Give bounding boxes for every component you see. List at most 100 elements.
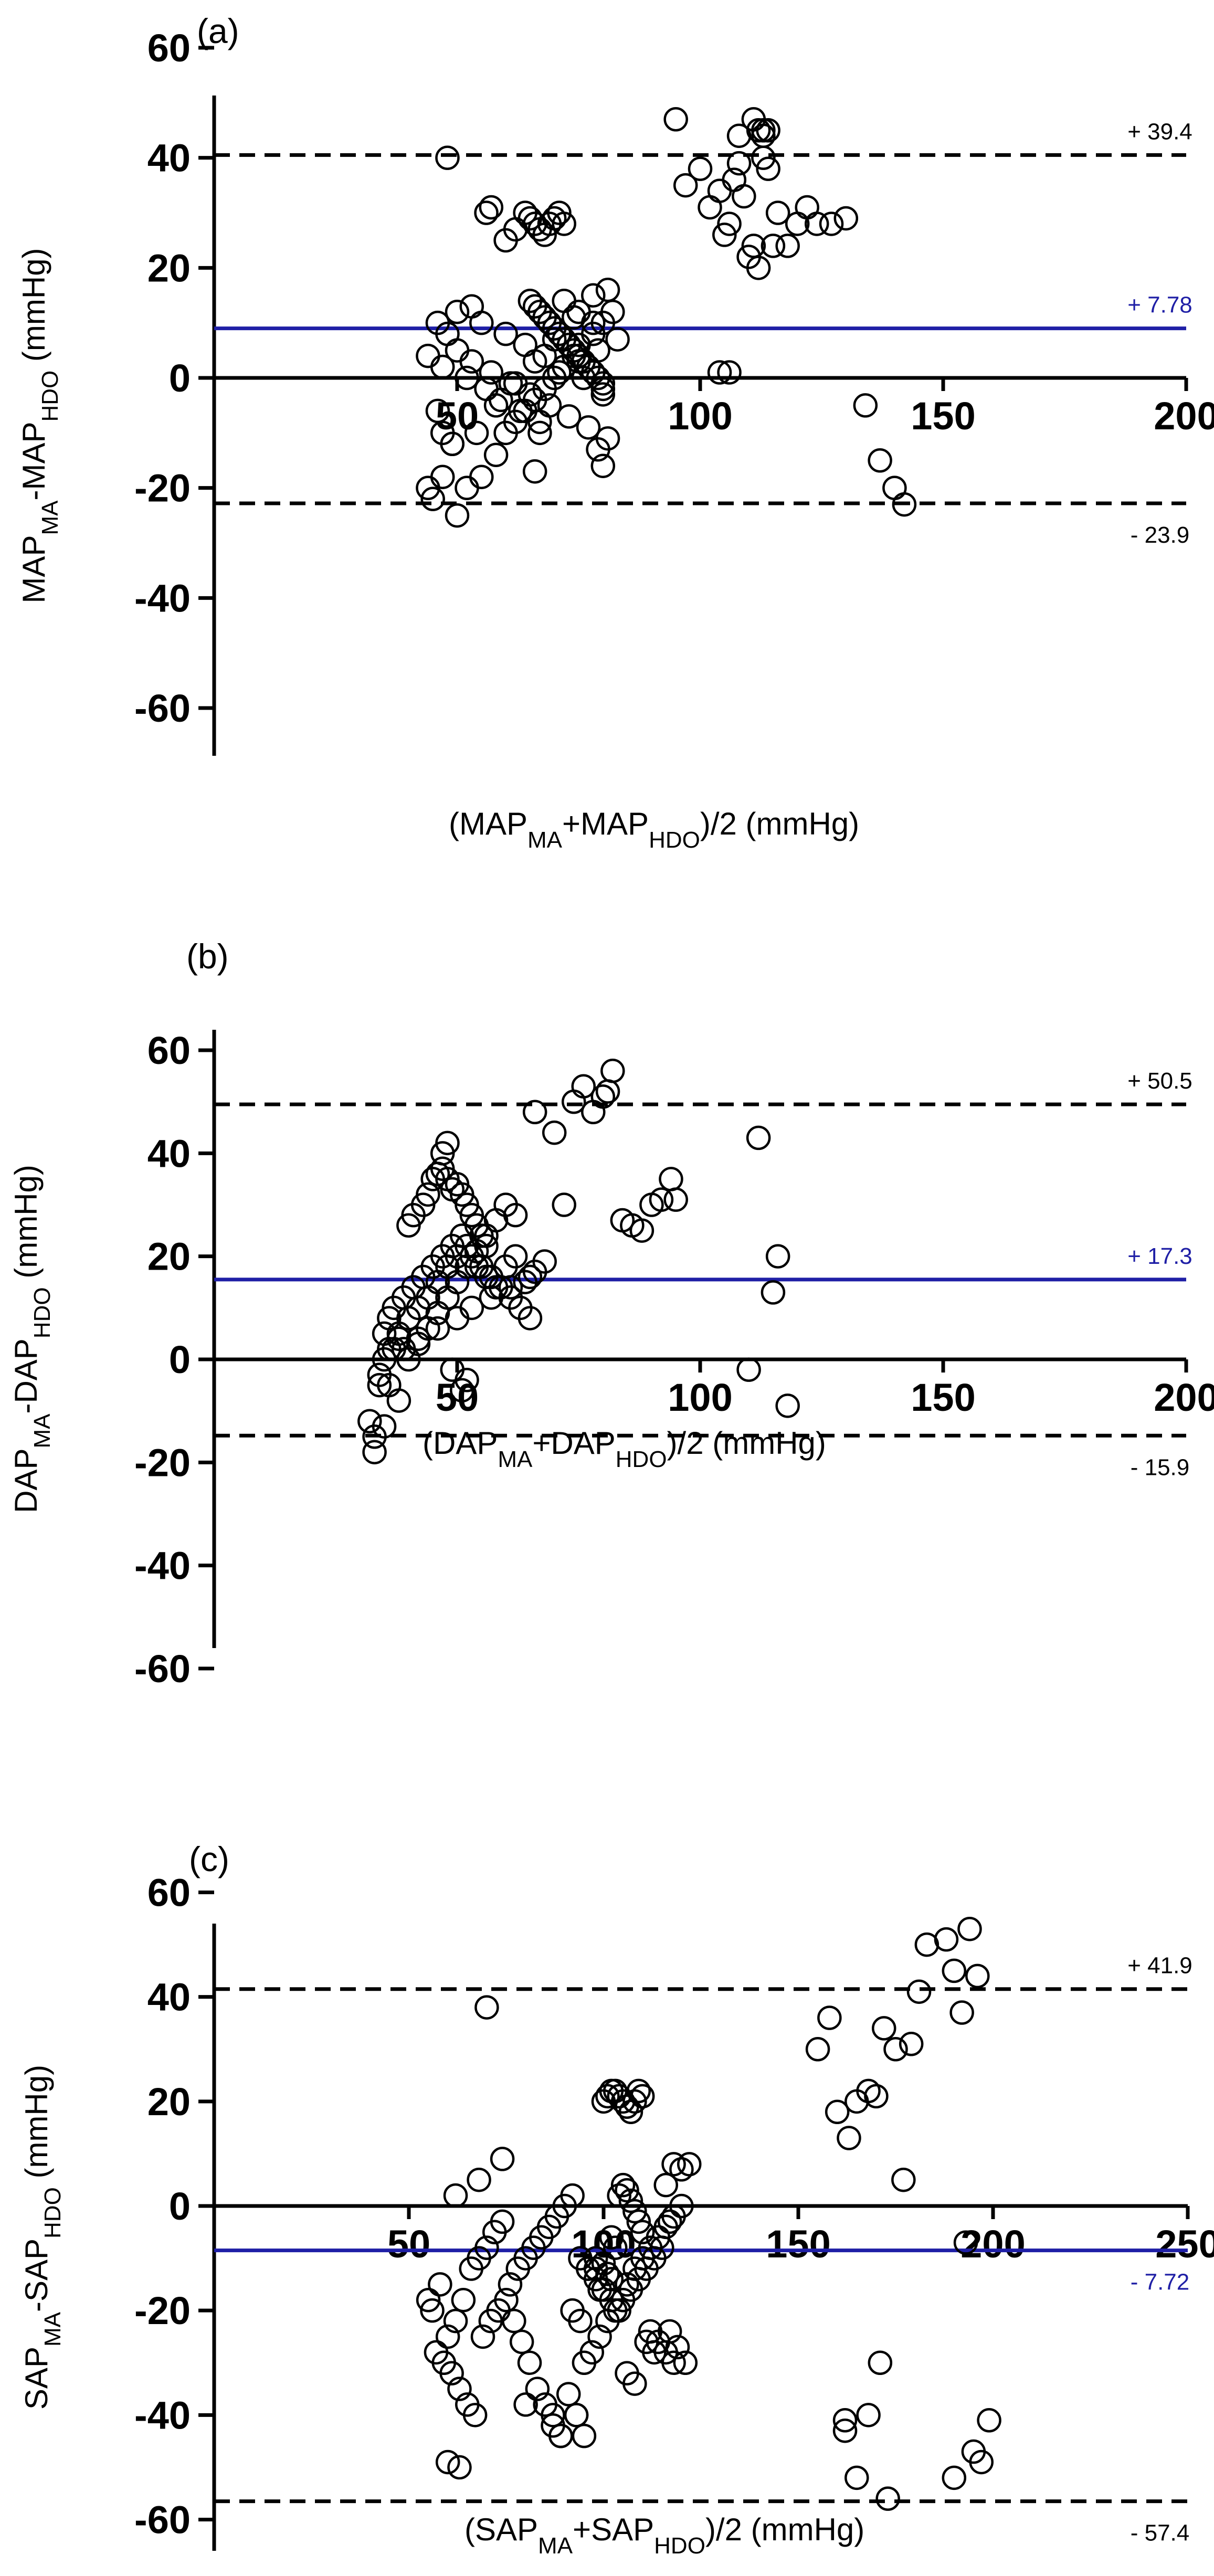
data-point [856,2078,881,2104]
data-point [428,2272,452,2297]
data-point [416,2288,441,2313]
data-point [819,212,844,236]
data-point [590,371,616,396]
data-point [425,1316,450,1341]
data-point [435,2324,460,2349]
mean-bias-label: + 7.78 [1127,292,1192,318]
data-point [892,492,917,517]
x-tick-label: 50 [387,2222,430,2266]
data-point [649,1187,674,1212]
data-point [650,2235,674,2260]
data-point [560,2183,585,2208]
upper-loa-label: + 50.5 [1127,1068,1192,1094]
data-point [445,299,470,324]
y-tick-label: -60 [134,1647,191,1691]
x-tick-label: 150 [766,2222,830,2266]
data-point [542,1120,567,1145]
data-point [517,2350,542,2375]
data-point [518,1264,543,1290]
data-point [490,2147,515,2171]
data-point [590,453,616,478]
data-point [595,2084,620,2109]
data-point [837,2126,861,2150]
data-point [420,2298,445,2323]
data-point [420,487,445,511]
data-point [445,503,470,528]
data-point [673,2350,698,2375]
data-point [599,2225,624,2250]
y-tick-label: 0 [169,1338,191,1381]
data-point [556,404,582,429]
data-point [868,448,892,473]
y-tick-label: 0 [169,356,191,400]
data-point [547,200,572,225]
x-tick-label: 200 [1154,1376,1214,1419]
data-point [717,360,742,385]
data-point [498,1275,523,1300]
data-point [825,2099,850,2124]
data-point [663,107,688,132]
data-point [572,2423,597,2448]
y-tick-label: 20 [147,1235,191,1279]
data-point [953,2230,978,2255]
data-point [581,310,606,335]
data-point [761,1280,786,1305]
data-point [595,1079,620,1104]
data-point [494,2288,519,2313]
data-point [541,2403,565,2427]
data-point [669,2193,694,2219]
upper-loa-label: + 41.9 [1127,1953,1192,1979]
data-point [459,349,484,374]
data-point [503,1244,528,1269]
data-point [508,398,533,424]
panel-label: (a) [197,12,239,50]
data-point [736,1357,761,1382]
data-point [657,2209,682,2234]
data-point [581,283,606,308]
data-point [459,1295,484,1321]
data-point [462,2403,488,2427]
data-point [587,2277,612,2302]
data-point [883,2037,908,2062]
x-axis-label: (SAPMA+SAPHDO)/2 (mmHg) [465,2512,864,2559]
y-axis-label: SAPMA-SAPHDO (mmHg) [19,2065,66,2410]
data-point [942,2465,967,2490]
data-point [817,2005,842,2030]
data-point [483,393,509,418]
data-point [965,1963,990,1989]
data-point [622,2199,647,2224]
data-point [726,123,752,148]
data-point [474,2235,499,2260]
data-point [474,1995,499,2020]
data-point [509,2329,534,2355]
data-point [490,2209,515,2234]
data-point [430,354,455,379]
data-point [367,1363,392,1387]
data-point [659,1167,683,1191]
data-point [532,1249,557,1274]
data-point [455,1368,479,1392]
data-point [430,464,455,489]
data-point [503,217,528,242]
x-tick-label: 150 [911,394,975,438]
lower-loa-label: - 23.9 [1131,522,1190,548]
x-tick-label: 200 [960,2222,1025,2266]
data-point [571,1074,596,1099]
data-point [756,156,780,181]
panel-label: (c) [189,1840,229,1878]
y-tick-label: -60 [134,2498,191,2542]
y-tick-label: -40 [134,1544,191,1588]
data-point [527,409,552,435]
data-point [435,1131,460,1155]
data-point [775,1393,800,1418]
data-point [677,2152,702,2177]
data-point [455,476,479,500]
data-point [552,212,576,236]
data-point [942,1958,967,1983]
data-point [583,2246,608,2271]
data-point [934,1927,959,1952]
data-point [751,123,776,148]
data-point [622,2089,647,2114]
